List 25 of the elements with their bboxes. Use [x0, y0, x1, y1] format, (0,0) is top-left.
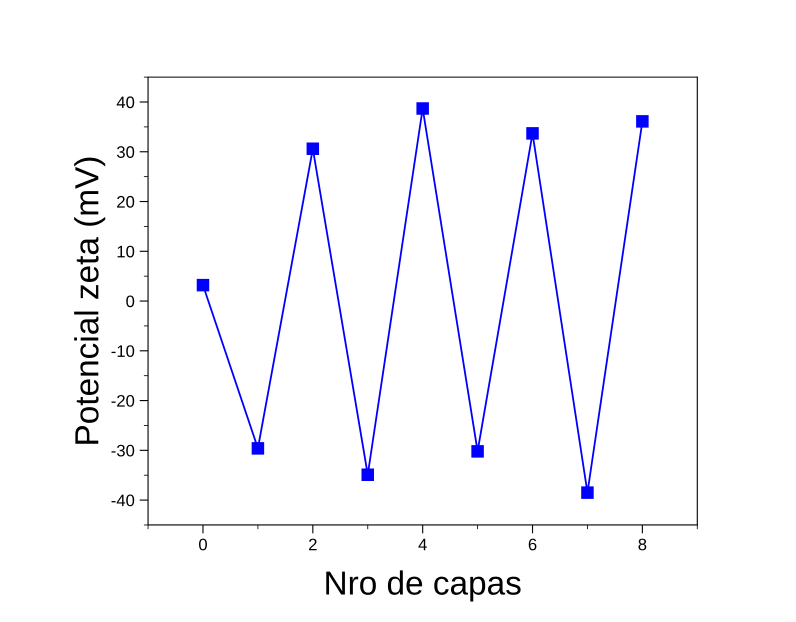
x-axis-title: Nro de capas	[326, 570, 521, 602]
y-tick-label: 30	[116, 146, 134, 158]
x-tick-label: 6	[528, 538, 536, 550]
point	[306, 142, 320, 156]
x-tick-label: 2	[309, 538, 317, 550]
y-axis-title: Potencial zeta (mV)	[74, 158, 106, 444]
y-tick-label: -20	[112, 394, 134, 407]
y-tick-label: -40	[112, 494, 134, 506]
y-tick-label: 40	[116, 96, 134, 108]
point	[471, 445, 484, 458]
point	[416, 102, 429, 115]
y-tick-label: -30	[112, 444, 134, 457]
point	[252, 442, 264, 455]
y-tick-label: 20	[117, 196, 134, 208]
point	[581, 486, 594, 499]
point	[196, 278, 210, 292]
x-tick-label: 8	[638, 538, 646, 550]
x-tick-label: 0	[198, 538, 207, 550]
point	[636, 115, 649, 128]
point	[526, 127, 539, 140]
y-tick-label: 0	[126, 295, 134, 308]
y-tick-label: -10	[112, 345, 134, 358]
y-tick-label: 10	[118, 246, 134, 258]
x-tick-label: 4	[418, 538, 427, 550]
point	[362, 468, 374, 481]
